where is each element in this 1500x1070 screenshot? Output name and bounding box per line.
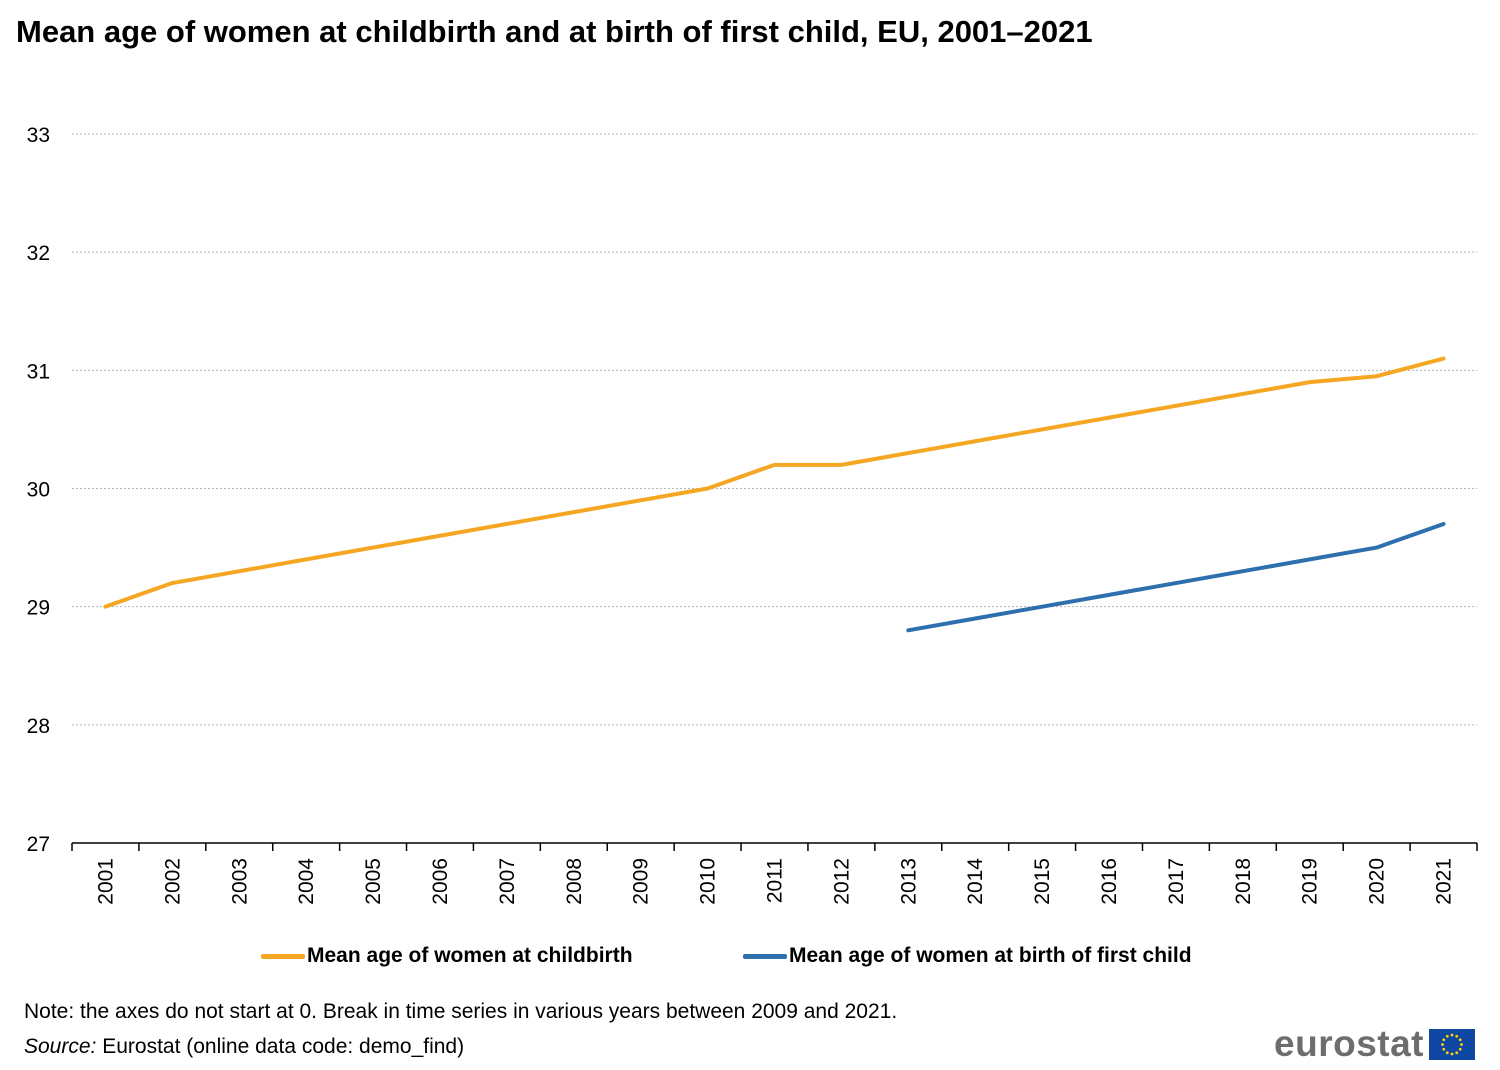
eu-flag-icon <box>1429 1028 1475 1060</box>
source-label: Source: <box>24 1035 97 1058</box>
y-tick-label: 27 <box>27 833 50 856</box>
flag-star <box>1458 1037 1462 1041</box>
x-tick-label: 2015 <box>1031 858 1054 905</box>
legend-swatch-childbirth <box>261 953 305 959</box>
x-tick-label: 2016 <box>1098 858 1121 905</box>
flag-star <box>1450 1052 1454 1055</box>
legend-swatch-first-child <box>743 953 787 959</box>
x-tick-label: 2017 <box>1165 858 1188 905</box>
legend-item-first-child: Mean age of women at birth of first chil… <box>743 940 1192 972</box>
flag-star <box>1442 1047 1446 1051</box>
series-lines <box>103 356 1446 633</box>
legend-label-first-child: Mean age of women at birth of first chil… <box>789 944 1192 967</box>
y-tick-label: 32 <box>27 242 50 265</box>
flag-star <box>1455 1034 1459 1038</box>
flag-star <box>1441 1042 1444 1046</box>
tick-labels: 27 28 29 30 31 32 33 2001 2002 2003 2004 2005 2006 20… <box>27 124 1456 905</box>
flag-star <box>1450 1033 1454 1036</box>
flag-star <box>1460 1042 1463 1046</box>
flag-star <box>1458 1047 1462 1051</box>
flag-star <box>1455 1050 1459 1054</box>
legend-label-childbirth: Mean age of women at childbirth <box>307 944 633 967</box>
y-tick-label: 33 <box>27 124 50 147</box>
eurostat-logo: eurostat <box>1274 1024 1475 1064</box>
x-tick-label: 2019 <box>1299 858 1322 905</box>
flag-star <box>1442 1037 1446 1041</box>
series-line-0 <box>103 356 1446 609</box>
x-tick-label: 2003 <box>228 858 251 905</box>
x-tick-label: 2012 <box>830 858 853 905</box>
chart-source: Source: Eurostat (online data code: demo… <box>24 1035 464 1059</box>
flag-star <box>1445 1050 1449 1054</box>
source-text: Eurostat (online data code: demo_find) <box>96 1035 465 1058</box>
x-tick-label: 2013 <box>897 858 920 905</box>
x-tick-label: 2010 <box>697 858 720 905</box>
x-tick-label: 2020 <box>1366 858 1389 905</box>
x-tick-label: 2018 <box>1232 858 1255 905</box>
x-tick-label: 2007 <box>496 858 519 905</box>
line-chart: 27 28 29 30 31 32 33 2001 2002 2003 2004 2005 2006 20… <box>27 124 1478 905</box>
x-tick-label: 2014 <box>964 858 987 905</box>
y-tick-label: 31 <box>27 360 50 383</box>
legend: Mean age of women at childbirth Mean age… <box>0 940 1500 972</box>
x-tick-label: 2011 <box>764 858 787 903</box>
y-tick-label: 29 <box>27 597 50 620</box>
chart-title: Mean age of women at childbirth and at b… <box>16 14 1093 49</box>
x-tick-label: 2021 <box>1433 858 1456 905</box>
x-tick-label: 2004 <box>295 858 318 905</box>
series-line-1 <box>906 521 1446 633</box>
y-tick-label: 30 <box>27 479 50 502</box>
x-tick-label: 2005 <box>362 858 385 905</box>
logo-text: eurostat <box>1274 1023 1424 1064</box>
x-tick-label: 2002 <box>161 858 184 905</box>
x-tick-label: 2008 <box>563 858 586 905</box>
x-tick-label: 2009 <box>630 858 653 905</box>
gridlines <box>72 133 1477 726</box>
x-tick-label: 2006 <box>429 858 452 905</box>
legend-item-childbirth: Mean age of women at childbirth <box>261 940 633 972</box>
flag-star <box>1445 1034 1449 1038</box>
x-tick-label: 2001 <box>94 858 117 905</box>
axes <box>71 842 1478 851</box>
chart-note: Note: the axes do not start at 0. Break … <box>24 1000 898 1023</box>
y-tick-label: 28 <box>27 715 50 738</box>
